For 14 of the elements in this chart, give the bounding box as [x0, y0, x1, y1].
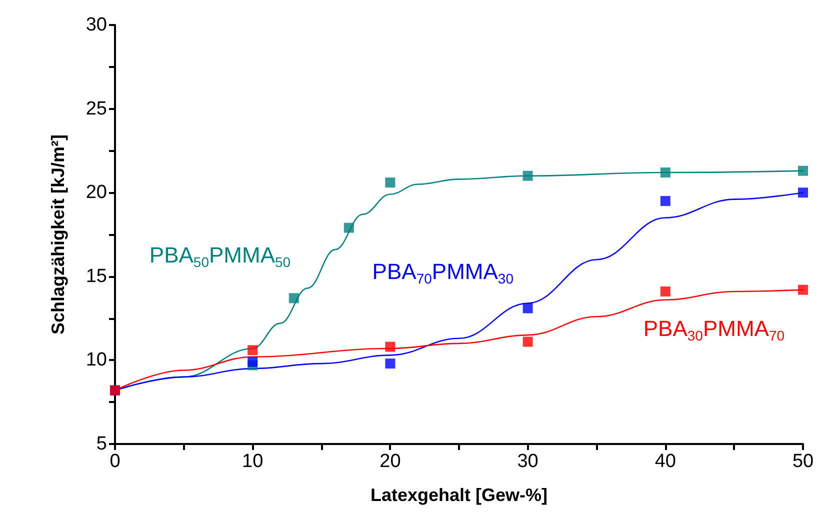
y-tick-label: 25 — [86, 98, 107, 120]
y-tick-label: 10 — [86, 350, 107, 371]
x-tick-label: 50 — [792, 451, 814, 472]
x-tick-label: 0 — [110, 451, 120, 472]
y-axis-title: Schlagzähigkeit [kJ/m²] — [48, 134, 68, 335]
x-tick-label: 10 — [242, 451, 264, 472]
y-tick-label: 15 — [86, 266, 107, 287]
y-tick-label: 30 — [86, 14, 107, 36]
x-tick-label: 20 — [380, 451, 401, 472]
y-tick-label: 20 — [86, 182, 107, 204]
x-axis-title: Latexgehalt [Gew-%] — [370, 485, 548, 505]
y-tick-label: 5 — [96, 434, 107, 454]
x-tick-label: 30 — [517, 451, 538, 472]
x-tick-label: 40 — [654, 451, 676, 472]
